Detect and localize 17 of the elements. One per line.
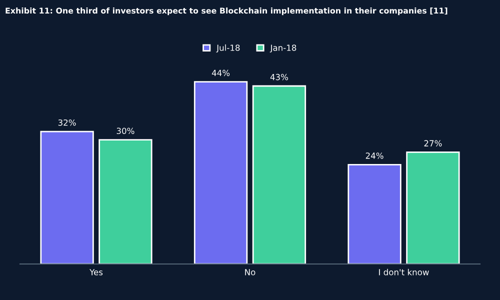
legend-label: Jan-18 xyxy=(270,44,296,52)
bar xyxy=(40,130,94,264)
x-tick-label: No xyxy=(245,269,256,276)
data-label: 30% xyxy=(116,128,134,134)
x-tick-label: I don't know xyxy=(379,268,429,276)
data-label: 44% xyxy=(212,70,230,76)
bar xyxy=(98,139,152,264)
bar xyxy=(194,81,248,264)
data-label: 27% xyxy=(424,140,442,146)
bar xyxy=(348,164,402,264)
data-label: 24% xyxy=(366,152,384,159)
bar xyxy=(252,85,306,264)
data-label: 32% xyxy=(58,119,76,126)
data-label: 43% xyxy=(270,74,288,80)
x-tick-label: Yes xyxy=(90,269,103,276)
legend-label: Jul-18 xyxy=(216,44,240,52)
bar xyxy=(406,152,460,264)
